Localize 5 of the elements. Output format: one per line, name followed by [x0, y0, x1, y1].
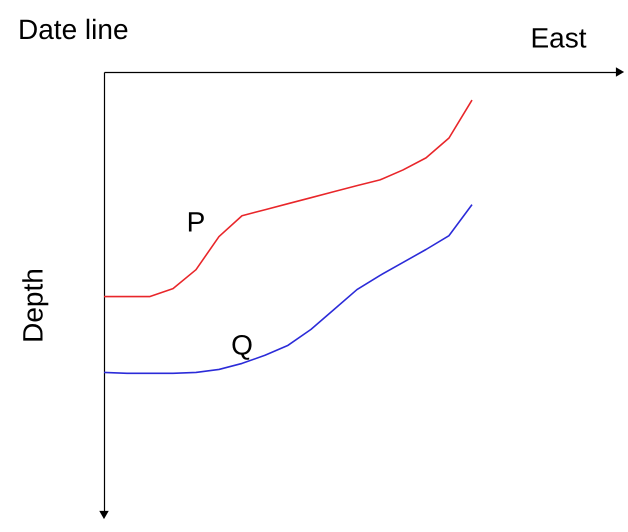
- series-label: P: [186, 206, 206, 238]
- series-label: Q: [231, 329, 253, 360]
- y-axis-title: Depth: [18, 268, 48, 343]
- x-axis-title: East: [530, 22, 587, 54]
- chart-title: Date line: [18, 14, 129, 45]
